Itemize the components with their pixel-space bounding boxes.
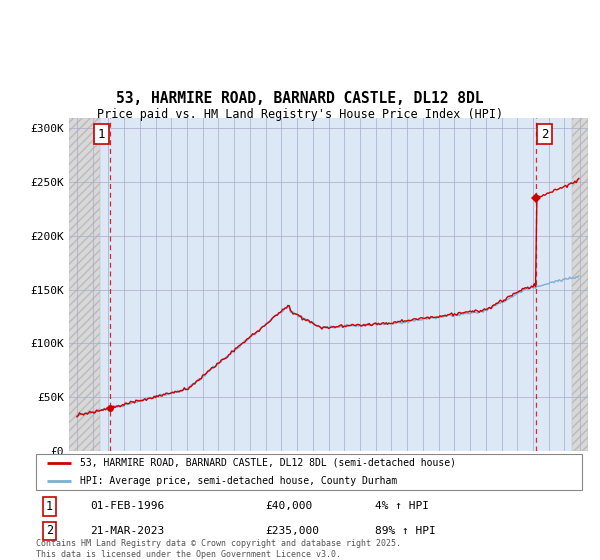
Text: 21-MAR-2023: 21-MAR-2023 <box>91 526 165 536</box>
Text: 89% ↑ HPI: 89% ↑ HPI <box>374 526 435 536</box>
Bar <box>572 118 588 451</box>
Text: 2: 2 <box>46 525 53 538</box>
Text: 53, HARMIRE ROAD, BARNARD CASTLE, DL12 8DL: 53, HARMIRE ROAD, BARNARD CASTLE, DL12 8… <box>116 91 484 106</box>
Text: 1: 1 <box>46 500 53 513</box>
Text: 2: 2 <box>541 128 548 141</box>
Bar <box>69 118 100 451</box>
Text: HPI: Average price, semi-detached house, County Durham: HPI: Average price, semi-detached house,… <box>80 476 397 486</box>
Text: 53, HARMIRE ROAD, BARNARD CASTLE, DL12 8DL (semi-detached house): 53, HARMIRE ROAD, BARNARD CASTLE, DL12 8… <box>80 458 455 468</box>
Text: 4% ↑ HPI: 4% ↑ HPI <box>374 501 428 511</box>
Text: 01-FEB-1996: 01-FEB-1996 <box>91 501 165 511</box>
Text: 1: 1 <box>97 128 105 141</box>
Text: Price paid vs. HM Land Registry's House Price Index (HPI): Price paid vs. HM Land Registry's House … <box>97 108 503 121</box>
Text: Contains HM Land Registry data © Crown copyright and database right 2025.
This d: Contains HM Land Registry data © Crown c… <box>36 539 401 559</box>
Text: £40,000: £40,000 <box>265 501 313 511</box>
Text: £235,000: £235,000 <box>265 526 319 536</box>
